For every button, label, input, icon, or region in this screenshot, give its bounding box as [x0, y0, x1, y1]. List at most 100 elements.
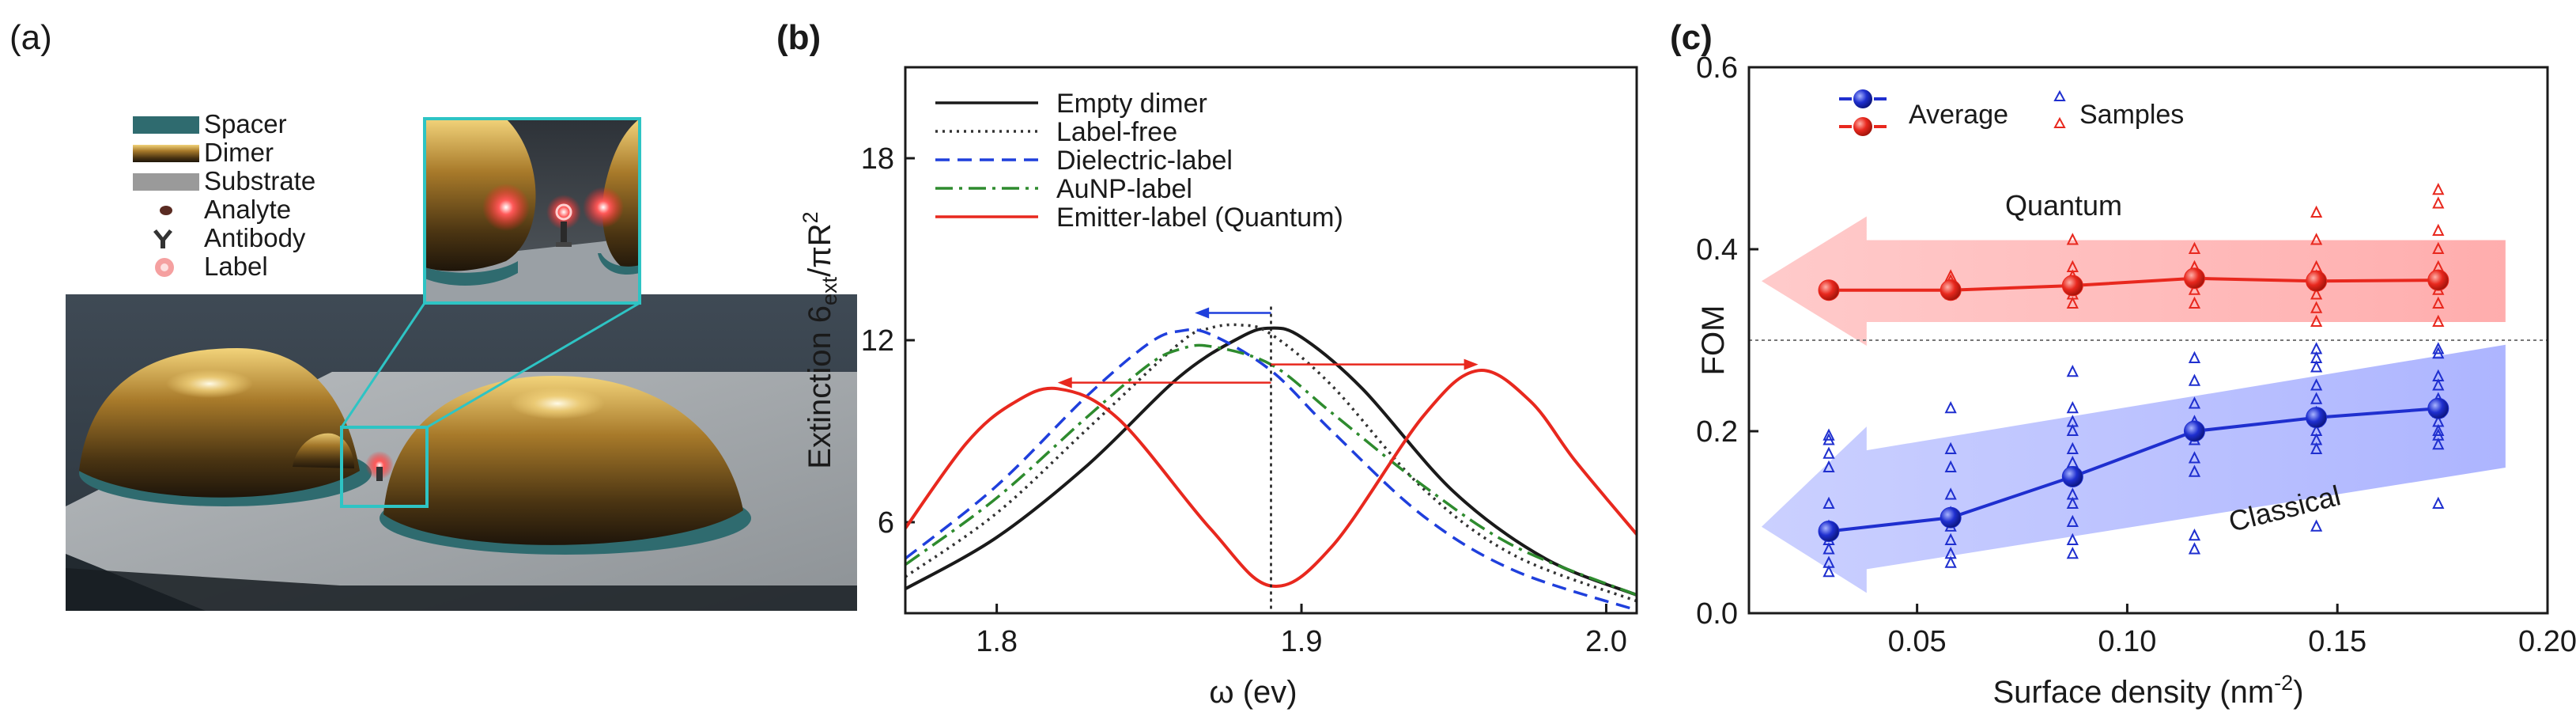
legend-sample-marker-red — [2053, 116, 2066, 128]
sample-point — [2310, 433, 2323, 445]
svg-text:Dimer: Dimer — [204, 138, 274, 167]
sample-point — [1944, 547, 1957, 559]
series-empty-dimer — [905, 326, 1637, 597]
svg-text:Spacer: Spacer — [204, 109, 287, 138]
classical-region-arrow — [1761, 344, 2506, 593]
sample-point — [1822, 496, 1835, 509]
sample-point — [2432, 342, 2445, 354]
legend-spacer: Spacer — [133, 109, 287, 138]
sample-point — [2310, 519, 2323, 532]
region-label-quantum: Quantum — [2005, 189, 2122, 222]
sample-point — [2310, 392, 2323, 404]
sample-point — [2432, 223, 2445, 236]
sample-point — [2188, 529, 2201, 541]
y-tick-label-b: 18 — [861, 142, 894, 176]
sample-point — [2310, 441, 2323, 454]
sample-point — [2310, 378, 2323, 391]
y-tick-label-b: 12 — [861, 324, 894, 358]
average-line — [1828, 407, 2438, 533]
sample-point — [2066, 441, 2079, 454]
legend-label-b: AuNP-label — [1056, 174, 1192, 204]
sample-point — [2310, 423, 2323, 436]
sample-point — [2432, 241, 2445, 254]
average-point — [1818, 521, 1840, 542]
average-point — [2061, 466, 2083, 487]
sample-point — [2432, 378, 2445, 391]
sample-point — [2066, 487, 2079, 500]
legend-average-marker-red — [1853, 117, 1872, 136]
sample-point — [2310, 205, 2323, 218]
sample-point — [2066, 401, 2079, 414]
sample-point — [2310, 360, 2323, 373]
y-tick-label-c: 0.6 — [1696, 51, 1738, 85]
sample-point — [1944, 487, 1957, 500]
average-point — [2306, 270, 2328, 292]
sample-point — [1944, 401, 1957, 414]
sample-point — [1944, 441, 1957, 454]
sample-point — [2310, 351, 2323, 363]
series-aunp-label — [905, 343, 1637, 597]
x-axis-label-c: Surface density (nm-2) — [1992, 671, 2303, 710]
legend-average-marker-blue — [1853, 89, 1872, 108]
legend-b: Empty dimerLabel-freeDielectric-labelAuN… — [935, 89, 1343, 233]
x-tick-label-c: 0.05 — [1888, 625, 1947, 658]
sample-point — [2188, 351, 2201, 363]
legend-label: Label — [155, 252, 268, 281]
sample-point — [2432, 369, 2445, 381]
sample-point — [2188, 296, 2201, 309]
x-tick-label-c: 0.15 — [2308, 625, 2366, 658]
x-tick-label-b: 1.9 — [1281, 625, 1323, 658]
x-tick-label-b: 2.0 — [1585, 625, 1627, 658]
svg-text:Antibody: Antibody — [204, 223, 306, 252]
legend-label-b: Dielectric-label — [1056, 146, 1233, 176]
sample-point — [1822, 555, 1835, 568]
sample-point — [2188, 373, 2201, 386]
panel-a-legend: Spacer Dimer Substrate Analyte Antibody … — [133, 109, 315, 281]
average-point — [2183, 267, 2205, 290]
sample-point — [2066, 296, 2079, 309]
legend-average-label: Average — [1909, 100, 2008, 130]
sample-point — [1822, 446, 1835, 459]
panel-label-c: (c) — [1670, 18, 1713, 57]
y-tick-label-c: 0.0 — [1696, 597, 1738, 631]
panel-label-a: (a) — [9, 18, 52, 57]
red-arrow-right-head — [1464, 358, 1479, 370]
average-point — [2427, 397, 2449, 419]
sample-point — [1944, 460, 1957, 472]
sample-point — [2188, 282, 2201, 295]
svg-text:Analyte: Analyte — [204, 195, 291, 224]
sample-point — [2066, 365, 2079, 377]
average-point — [1940, 506, 1962, 529]
sample-point — [2432, 196, 2445, 209]
legend-sample-marker-blue — [2053, 89, 2066, 101]
sample-point — [2188, 451, 2201, 464]
sample-point — [2432, 438, 2445, 450]
sample-point — [2432, 314, 2445, 327]
plot-frame-c — [1747, 66, 2549, 615]
legend-antibody: Antibody — [153, 223, 306, 252]
average-point — [2306, 407, 2328, 429]
sample-point — [1822, 542, 1835, 555]
y-axis-label-c: FOM — [1696, 305, 1731, 376]
sample-point — [2066, 547, 2079, 559]
spectrum-chart: 1.8 1.9 2.0 6 12 18 ω (ev) Extinction 6ext/πR… — [799, 66, 1638, 710]
legend-label-b: Emitter-label (Quantum) — [1056, 203, 1343, 233]
sample-point — [2066, 496, 2079, 509]
legend-analyte: Analyte — [160, 195, 291, 224]
legend-samples-label: Samples — [2079, 100, 2184, 130]
sample-point — [2066, 532, 2079, 545]
sample-point — [2310, 301, 2323, 313]
legend-label-b: Empty dimer — [1056, 89, 1207, 119]
svg-text:Substrate: Substrate — [204, 166, 315, 195]
sample-point — [2432, 415, 2445, 427]
zoom-inset — [423, 117, 641, 305]
sample-point — [2188, 464, 2201, 477]
sample-point — [2066, 423, 2079, 436]
svg-text:Label: Label — [204, 252, 268, 281]
sample-point — [2066, 233, 2079, 245]
average-point — [1940, 279, 1962, 301]
series-dielectric-label — [905, 328, 1637, 612]
sample-point — [2432, 183, 2445, 195]
legend-dimer: Dimer — [133, 138, 274, 167]
series-label-free — [905, 323, 1637, 603]
